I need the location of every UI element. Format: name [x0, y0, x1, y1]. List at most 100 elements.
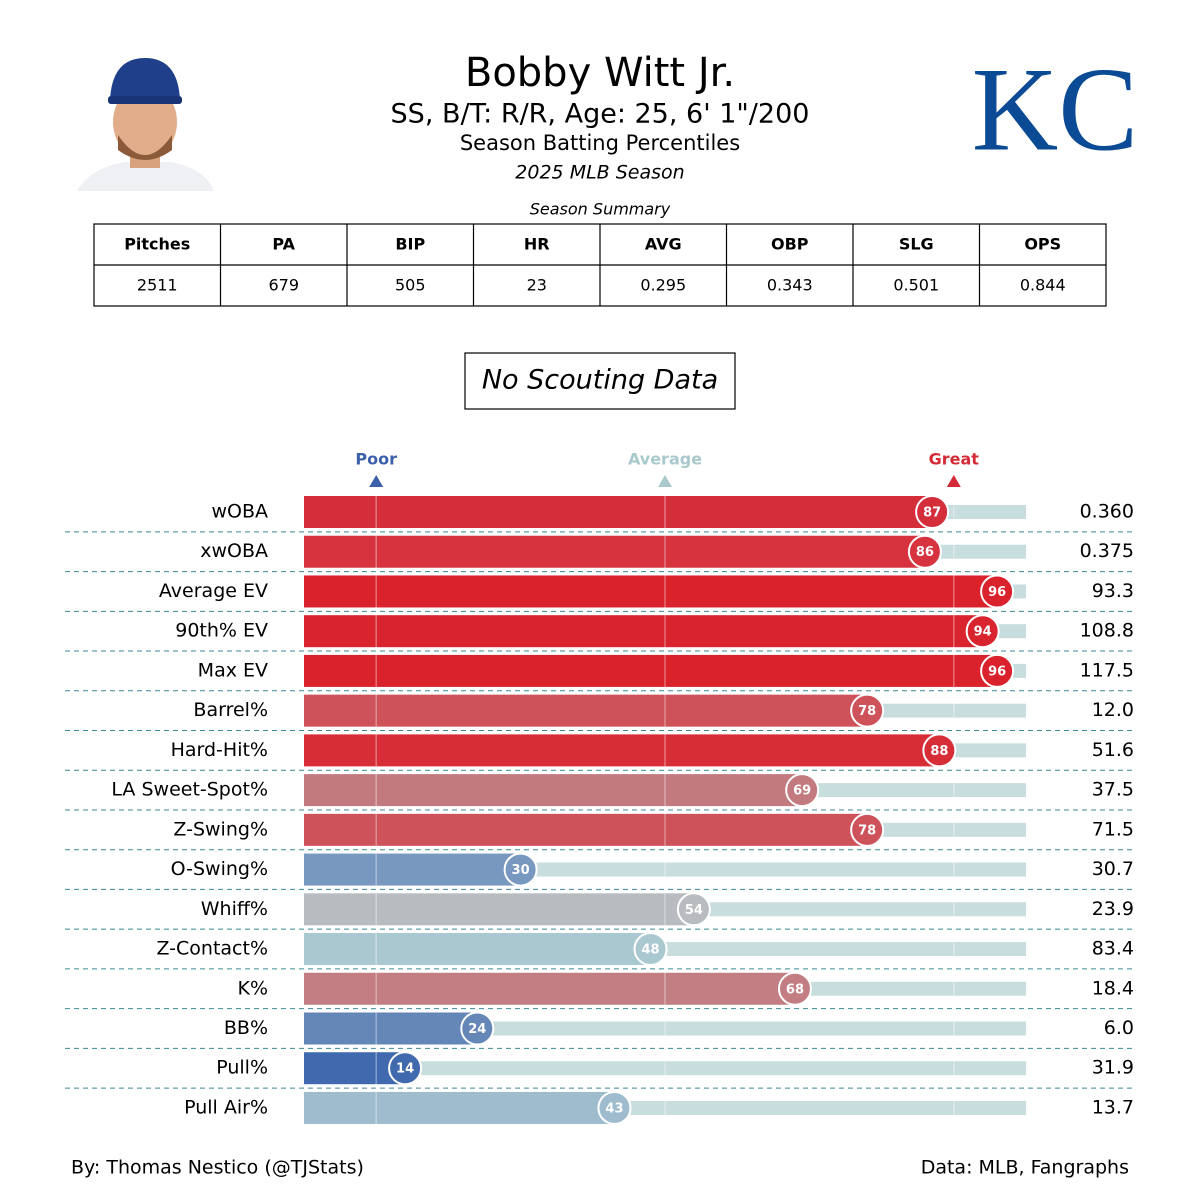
percentile-dot — [980, 653, 1015, 688]
stat-value: 108.8 — [1080, 620, 1134, 642]
table-header: AVG — [645, 235, 682, 254]
bar — [304, 496, 933, 528]
percentile-dot — [922, 733, 957, 768]
footer-left: By: Thomas Nestico (@TJStats) — [71, 1157, 364, 1179]
player-photo — [77, 55, 214, 191]
stat-value: 117.5 — [1080, 659, 1134, 681]
table-cell: 0.844 — [1020, 276, 1066, 295]
table-header: OBP — [771, 235, 809, 254]
percentile-label: 68 — [786, 982, 804, 997]
bar — [304, 694, 868, 727]
percentile-label: 86 — [916, 545, 934, 560]
table-header: OPS — [1024, 235, 1061, 254]
stat-value: 0.375 — [1080, 540, 1134, 562]
metric-label: Max EV — [198, 659, 268, 681]
metric-label: wOBA — [211, 501, 268, 523]
stat-value: 83.4 — [1092, 938, 1134, 960]
bar — [304, 1012, 478, 1045]
table-header: HR — [524, 235, 550, 254]
metric-label: Pull Air% — [184, 1096, 268, 1118]
metric-label: Barrel% — [193, 699, 268, 721]
percentile-dot — [676, 892, 711, 927]
stat-value: 23.9 — [1092, 898, 1134, 920]
metric-label: Hard-Hit% — [171, 739, 268, 761]
bar — [304, 734, 940, 767]
percentile-dot — [503, 852, 538, 887]
stat-value: 0.360 — [1080, 501, 1134, 523]
marker-arrow — [369, 475, 384, 487]
percentile-dot — [980, 574, 1015, 609]
subtitle: SS, B/T: R/R, Age: 25, 6' 1"/200 — [391, 99, 810, 130]
percentile-label: 14 — [396, 1062, 414, 1077]
stat-value: 51.6 — [1092, 739, 1134, 761]
team-logo: KC — [972, 43, 1139, 176]
percentile-dot — [850, 693, 885, 728]
percentile-label: 43 — [605, 1101, 623, 1116]
bar — [304, 535, 925, 568]
bar-track — [304, 1061, 1026, 1076]
percentile-label: 24 — [468, 1022, 486, 1037]
percentile-dot — [850, 812, 885, 847]
percentile-dot — [907, 534, 942, 569]
table-header: PA — [272, 235, 295, 254]
percentile-label: 30 — [512, 863, 530, 878]
percentile-label: 48 — [642, 943, 660, 958]
percentile-dot — [777, 971, 812, 1006]
marker-label: Poor — [355, 450, 397, 469]
percentile-dot — [915, 495, 950, 529]
percentile-label: 94 — [974, 625, 992, 640]
bar — [304, 774, 803, 807]
metric-label: xwOBA — [200, 540, 268, 562]
percentile-label: 54 — [685, 903, 703, 918]
percentile-label: 87 — [923, 506, 941, 521]
marker-arrow — [946, 475, 961, 487]
stat-value: 6.0 — [1104, 1017, 1134, 1039]
table-cell: 0.295 — [640, 276, 686, 295]
bar — [304, 933, 651, 966]
bar — [304, 654, 998, 687]
table-cell: 0.343 — [767, 276, 813, 295]
title: Bobby Witt Jr. — [465, 50, 735, 96]
metric-label: Z-Swing% — [173, 818, 268, 840]
percentile-dot — [388, 1051, 423, 1086]
stat-value: 13.7 — [1092, 1096, 1134, 1118]
footer-right: Data: MLB, Fangraphs — [921, 1157, 1129, 1179]
percentile-label: 69 — [793, 784, 811, 799]
bar — [304, 853, 521, 886]
table-cell: 505 — [395, 276, 426, 295]
percentile-label: 78 — [858, 704, 876, 719]
stat-value: 31.9 — [1092, 1057, 1134, 1079]
bar — [304, 813, 868, 846]
bar — [304, 575, 998, 608]
percentile-dot — [785, 773, 820, 808]
stat-value: 93.3 — [1092, 580, 1134, 602]
table-cell: 679 — [268, 276, 299, 295]
percentile-dot — [633, 932, 668, 967]
metric-label: BB% — [224, 1017, 268, 1039]
metric-label: Pull% — [216, 1057, 268, 1079]
percentile-label: 96 — [988, 664, 1006, 679]
percentile-label: 78 — [858, 823, 876, 838]
table-cell: 2511 — [137, 276, 178, 295]
scouting-note: No Scouting Data — [482, 365, 718, 396]
table-cell: 0.501 — [893, 276, 939, 295]
description: Season Batting Percentiles — [460, 131, 740, 155]
percentile-dot — [597, 1090, 632, 1125]
table-header: Pitches — [124, 235, 190, 254]
metric-label: K% — [237, 977, 268, 999]
stat-value: 18.4 — [1092, 977, 1134, 999]
metric-label: Whiff% — [201, 898, 268, 920]
percentile-dot — [460, 1011, 495, 1046]
stat-value: 71.5 — [1092, 818, 1134, 840]
stat-value: 30.7 — [1092, 858, 1134, 880]
marker-label: Average — [628, 450, 702, 469]
metric-label: 90th% EV — [175, 620, 268, 642]
metric-label: O-Swing% — [171, 858, 268, 880]
metric-label: LA Sweet-Spot% — [111, 779, 268, 801]
marker-arrow — [658, 475, 672, 487]
stat-value: 37.5 — [1092, 779, 1134, 801]
bar — [304, 1091, 615, 1124]
table-header: SLG — [899, 235, 934, 254]
